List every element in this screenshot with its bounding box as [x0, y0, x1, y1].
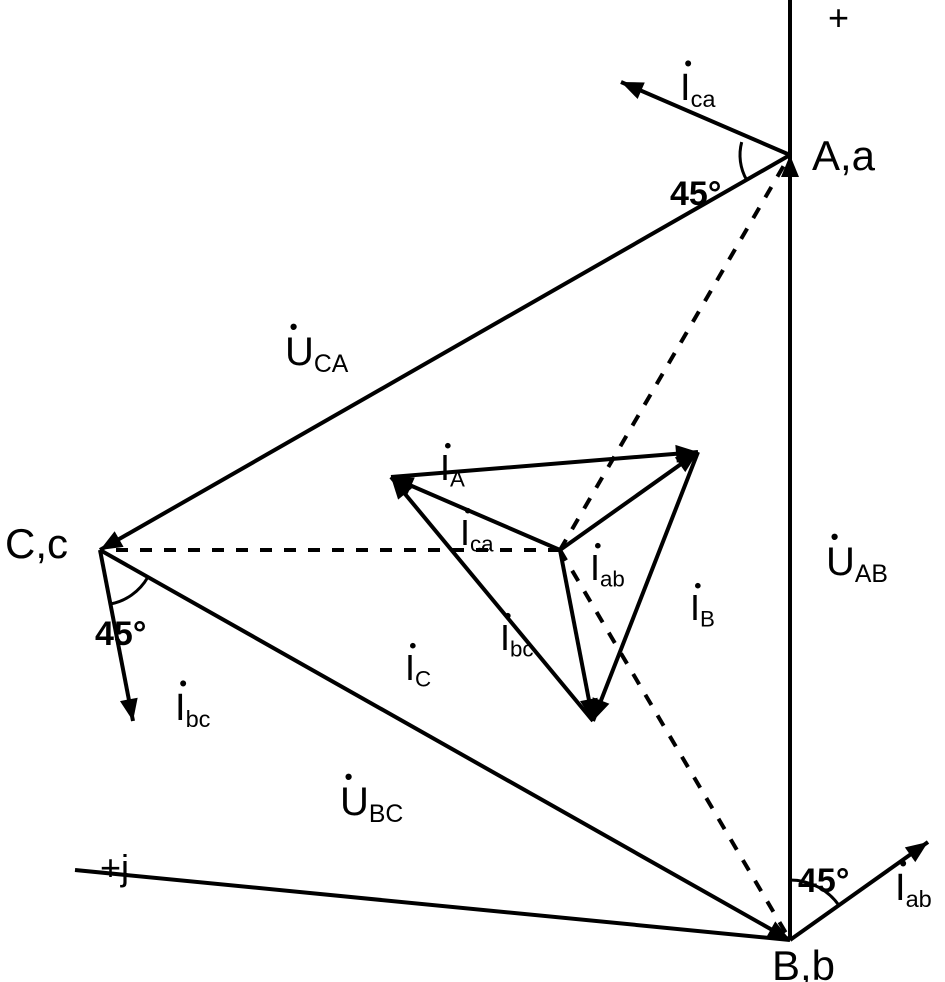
- svg-text:•: •: [290, 314, 298, 339]
- svg-text:•: •: [594, 535, 601, 557]
- label-IA: IA•: [440, 435, 465, 492]
- label-Iab_O: Iab•: [590, 535, 625, 592]
- svg-text:•: •: [464, 500, 471, 522]
- label-IC: IC•: [405, 635, 431, 692]
- svg-text:•: •: [900, 852, 907, 875]
- label-Ibc_O: Ibc•: [500, 605, 534, 662]
- svg-text:•: •: [345, 764, 353, 789]
- label-C: C,c: [5, 520, 68, 567]
- label-plus: +: [828, 0, 849, 38]
- label-ang_A: 45°: [670, 175, 721, 213]
- label-ang_C: 45°: [95, 615, 146, 653]
- svg-text:•: •: [504, 605, 511, 627]
- svg-text:•: •: [180, 672, 187, 695]
- label-UAB: UAB•: [826, 524, 888, 588]
- label-Ica_A: Ica•: [680, 52, 716, 111]
- label-ang_B: 45°: [798, 862, 849, 900]
- svg-text:•: •: [444, 435, 451, 457]
- svg-text:•: •: [694, 575, 701, 597]
- phasor-diagram: + +j A,a B,b C,c 45° 45° 45° UAB• UBC• UCA• Ica• Ibc…: [0, 0, 945, 982]
- label-Ica_O: Ica•: [460, 500, 494, 557]
- label-IB: IB•: [690, 575, 715, 632]
- label-UCA: UCA•: [285, 314, 349, 378]
- label-UBC: UBC•: [340, 764, 403, 828]
- label-Ibc_C: Ibc•: [175, 672, 211, 731]
- label-A: A,a: [812, 132, 876, 179]
- label-plusj: +j: [100, 847, 129, 888]
- label-B: B,b: [772, 942, 835, 982]
- svg-text:•: •: [831, 524, 839, 549]
- label-Iab_B: Iab•: [895, 852, 932, 911]
- svg-text:•: •: [685, 52, 692, 75]
- svg-text:•: •: [409, 635, 416, 657]
